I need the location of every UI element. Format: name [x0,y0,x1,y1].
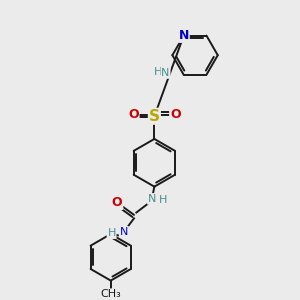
Text: O: O [170,108,181,121]
Text: N: N [178,29,189,42]
Text: O: O [112,196,122,209]
Text: H: H [159,195,167,205]
Text: N: N [161,68,170,78]
Text: N: N [120,227,128,237]
Text: CH₃: CH₃ [100,289,121,299]
Text: H: H [154,68,162,77]
Text: N: N [148,194,156,204]
Text: S: S [149,109,160,124]
Text: O: O [128,108,139,121]
Text: H: H [107,228,116,238]
